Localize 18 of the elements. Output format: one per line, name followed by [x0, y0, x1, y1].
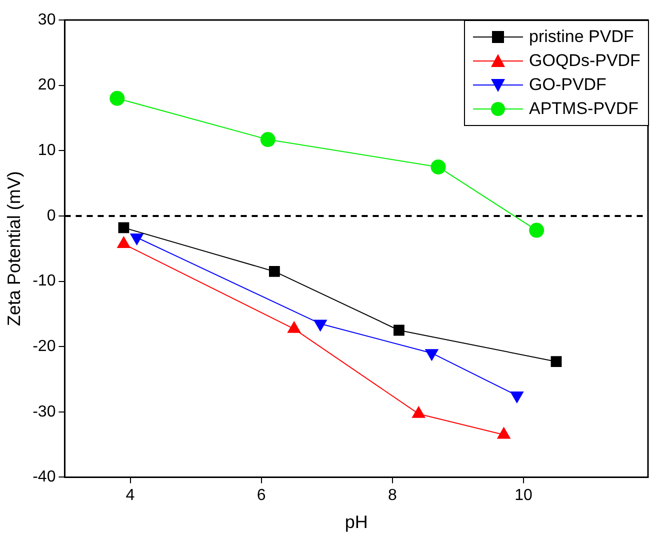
- x-tick-label: 10: [514, 487, 532, 504]
- y-tick-label: 0: [46, 207, 56, 224]
- y-axis-title: Zeta Potential (mV): [4, 171, 24, 326]
- y-tick-label: 20: [38, 76, 56, 94]
- legend-label: APTMS-PVDF: [529, 99, 639, 119]
- legend-label: GOQDs-PVDF: [529, 51, 640, 71]
- x-tick-label: 8: [388, 487, 397, 504]
- x-axis-title: pH: [344, 512, 368, 532]
- y-tick-label: -20: [32, 338, 56, 355]
- y-tick-label: 10: [38, 142, 56, 160]
- legend-label: GO-PVDF: [529, 75, 606, 95]
- y-tick-label: -10: [32, 272, 56, 290]
- legend-label: pristine PVDF: [529, 27, 634, 47]
- y-tick-label: 30: [38, 11, 56, 28]
- y-tick-label: -30: [32, 403, 56, 420]
- y-tick-label: -40: [32, 468, 56, 486]
- x-tick-label: 4: [126, 487, 135, 504]
- x-tick-label: 6: [256, 487, 266, 504]
